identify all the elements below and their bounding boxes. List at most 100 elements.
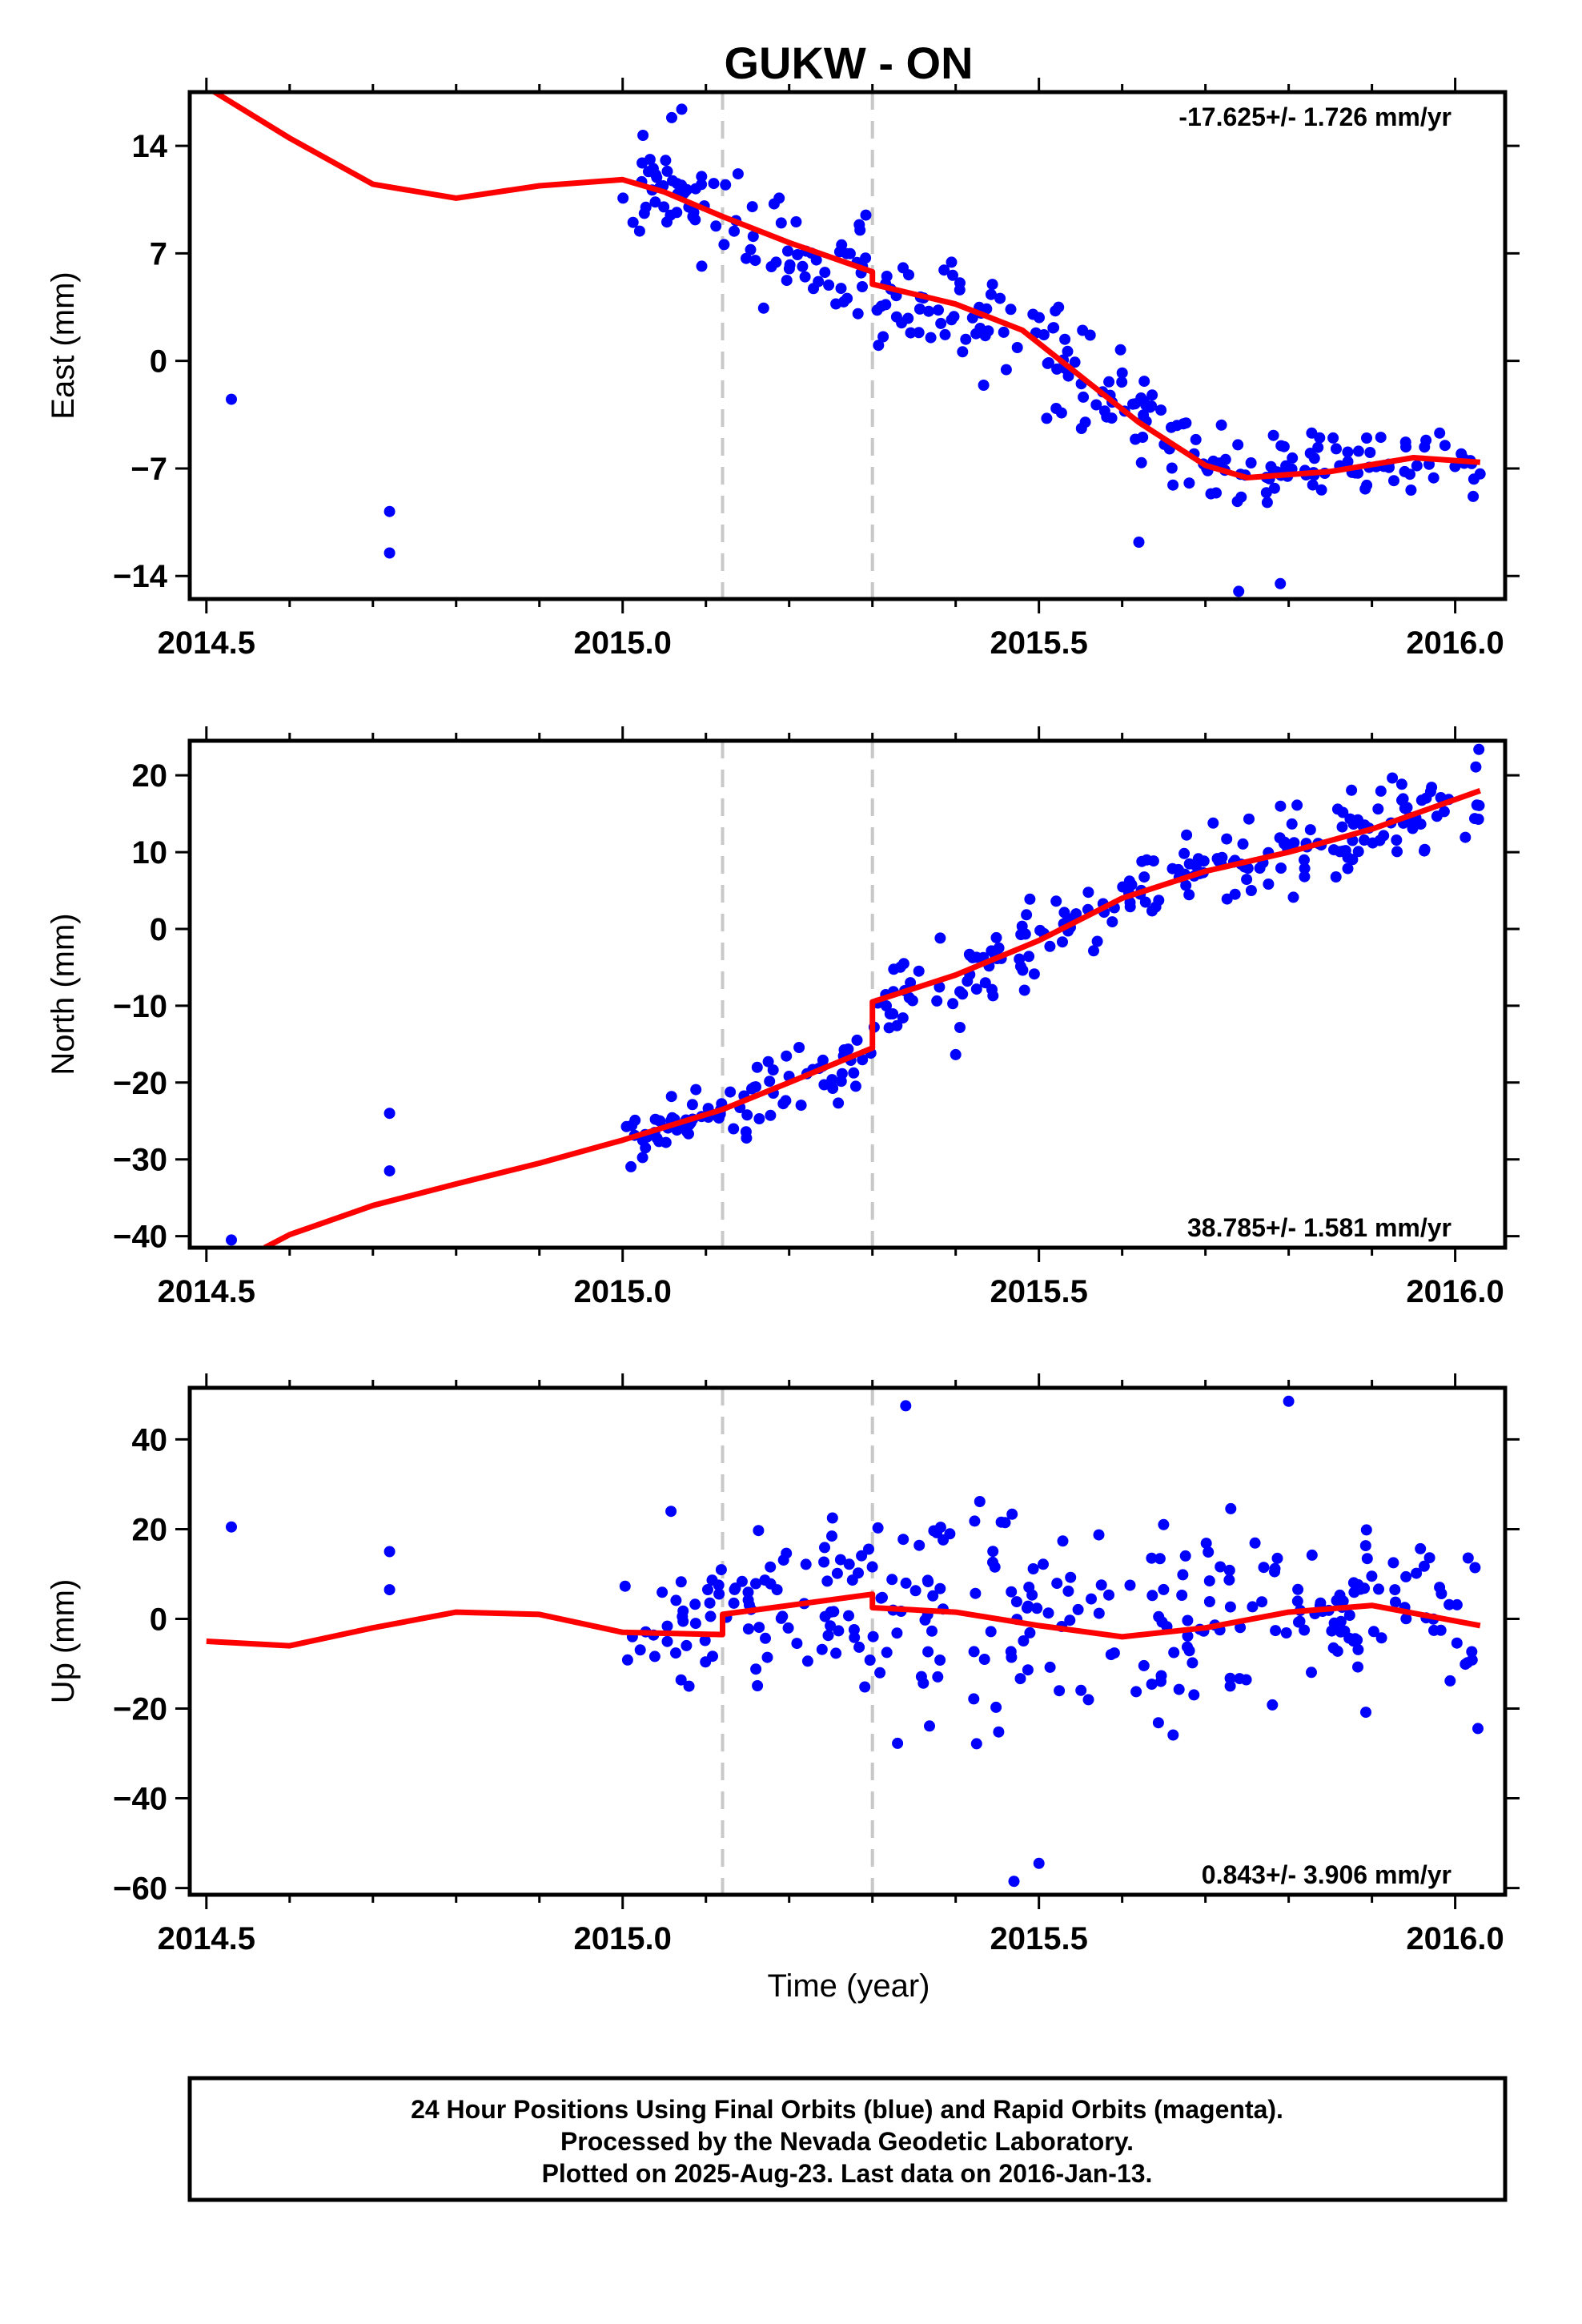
- data-point: [1024, 893, 1036, 905]
- data-point: [903, 991, 915, 1003]
- data-point: [1232, 439, 1244, 451]
- data-point: [1378, 830, 1390, 842]
- data-point: [1396, 794, 1407, 806]
- data-point: [753, 1525, 765, 1537]
- data-point: [666, 1112, 678, 1124]
- data-point: [1158, 1518, 1170, 1530]
- data-point: [1114, 344, 1126, 356]
- footer-line-1: 24 Hour Positions Using Final Orbits (bl…: [411, 2095, 1283, 2124]
- data-point: [670, 1594, 682, 1606]
- data-point: [1000, 364, 1012, 376]
- data-point: [1057, 936, 1068, 948]
- data-point: [1470, 761, 1482, 773]
- data-point: [1364, 447, 1376, 458]
- data-point: [1293, 1616, 1304, 1628]
- data-point: [742, 1623, 754, 1635]
- data-point: [753, 1113, 765, 1124]
- y-tick-label: 0: [150, 1602, 167, 1637]
- y-tick-label: −7: [130, 452, 167, 487]
- data-point: [1146, 1590, 1158, 1602]
- data-point: [801, 1655, 813, 1667]
- data-point: [1136, 855, 1148, 867]
- y-tick-label: −40: [113, 1782, 167, 1817]
- data-point: [932, 1671, 944, 1683]
- data-point: [705, 1610, 717, 1622]
- data-point: [1053, 301, 1065, 313]
- x-tick-label: 2016.0: [1406, 625, 1504, 661]
- data-point: [822, 1630, 834, 1642]
- data-point: [783, 263, 795, 275]
- data-point: [928, 1525, 940, 1537]
- data-point: [718, 239, 730, 251]
- model-fit-line: [206, 1591, 1481, 1649]
- data-point: [922, 1646, 934, 1658]
- data-point: [750, 1578, 761, 1590]
- data-point: [1256, 1596, 1268, 1608]
- data-point: [715, 1564, 727, 1576]
- data-point: [1038, 1558, 1049, 1570]
- data-point: [742, 1594, 754, 1606]
- data-point: [661, 216, 673, 228]
- data-point: [1050, 895, 1062, 907]
- data-point: [938, 264, 950, 276]
- data-point: [867, 1630, 879, 1642]
- data-point: [1347, 854, 1359, 866]
- data-point: [1375, 1632, 1387, 1644]
- data-point: [790, 216, 802, 227]
- y-tick-label: 20: [132, 1512, 168, 1547]
- y-tick-label: −40: [113, 1220, 167, 1255]
- data-point: [905, 327, 917, 339]
- data-point: [1270, 1625, 1282, 1637]
- data-point: [765, 1561, 777, 1573]
- data-point: [843, 1610, 854, 1622]
- data-point: [791, 1638, 803, 1650]
- data-point: [1106, 916, 1118, 928]
- data-point: [625, 1160, 637, 1172]
- data-point: [856, 1550, 868, 1562]
- data-point: [1456, 448, 1468, 460]
- data-point: [1177, 1569, 1189, 1581]
- data-point: [1352, 1643, 1364, 1655]
- data-point: [1127, 398, 1138, 410]
- data-point: [1472, 814, 1484, 825]
- data-point: [1024, 1626, 1036, 1638]
- velocity-annotation: 0.843+/- 3.906 mm/yr: [1202, 1860, 1452, 1889]
- data-point: [660, 155, 672, 167]
- data-point: [1271, 1552, 1283, 1564]
- data-point: [762, 1055, 774, 1068]
- data-point: [1390, 1596, 1401, 1608]
- data-point: [1267, 429, 1279, 441]
- data-point: [1215, 419, 1227, 431]
- data-point: [1391, 834, 1403, 846]
- model-fit-line: [209, 92, 1481, 480]
- data-point: [1427, 472, 1439, 484]
- data-point: [1010, 1596, 1022, 1608]
- data-point: [1269, 1562, 1281, 1574]
- data-point: [875, 300, 887, 312]
- data-point: [782, 1622, 794, 1634]
- data-point: [1138, 376, 1150, 388]
- data-point: [1331, 1594, 1343, 1606]
- data-point: [1247, 1601, 1259, 1613]
- data-point: [1261, 497, 1273, 509]
- data-point: [781, 1050, 793, 1062]
- data-point: [702, 1584, 713, 1595]
- data-point: [1093, 1529, 1105, 1541]
- data-point: [1387, 772, 1399, 784]
- data-point: [964, 950, 976, 961]
- data-point: [1014, 953, 1026, 965]
- data-point: [649, 196, 661, 208]
- data-point: [830, 1647, 842, 1659]
- data-point: [1224, 1680, 1236, 1692]
- data-point: [633, 225, 645, 237]
- data-point: [383, 547, 396, 559]
- data-point: [1400, 441, 1411, 453]
- data-point: [1348, 1586, 1360, 1598]
- data-point: [891, 1627, 903, 1639]
- y-tick-label: −60: [113, 1872, 167, 1907]
- data-point: [986, 279, 998, 291]
- data-point: [818, 1556, 830, 1568]
- data-point: [994, 292, 1006, 304]
- data-point: [1158, 1583, 1170, 1595]
- data-point: [978, 380, 990, 391]
